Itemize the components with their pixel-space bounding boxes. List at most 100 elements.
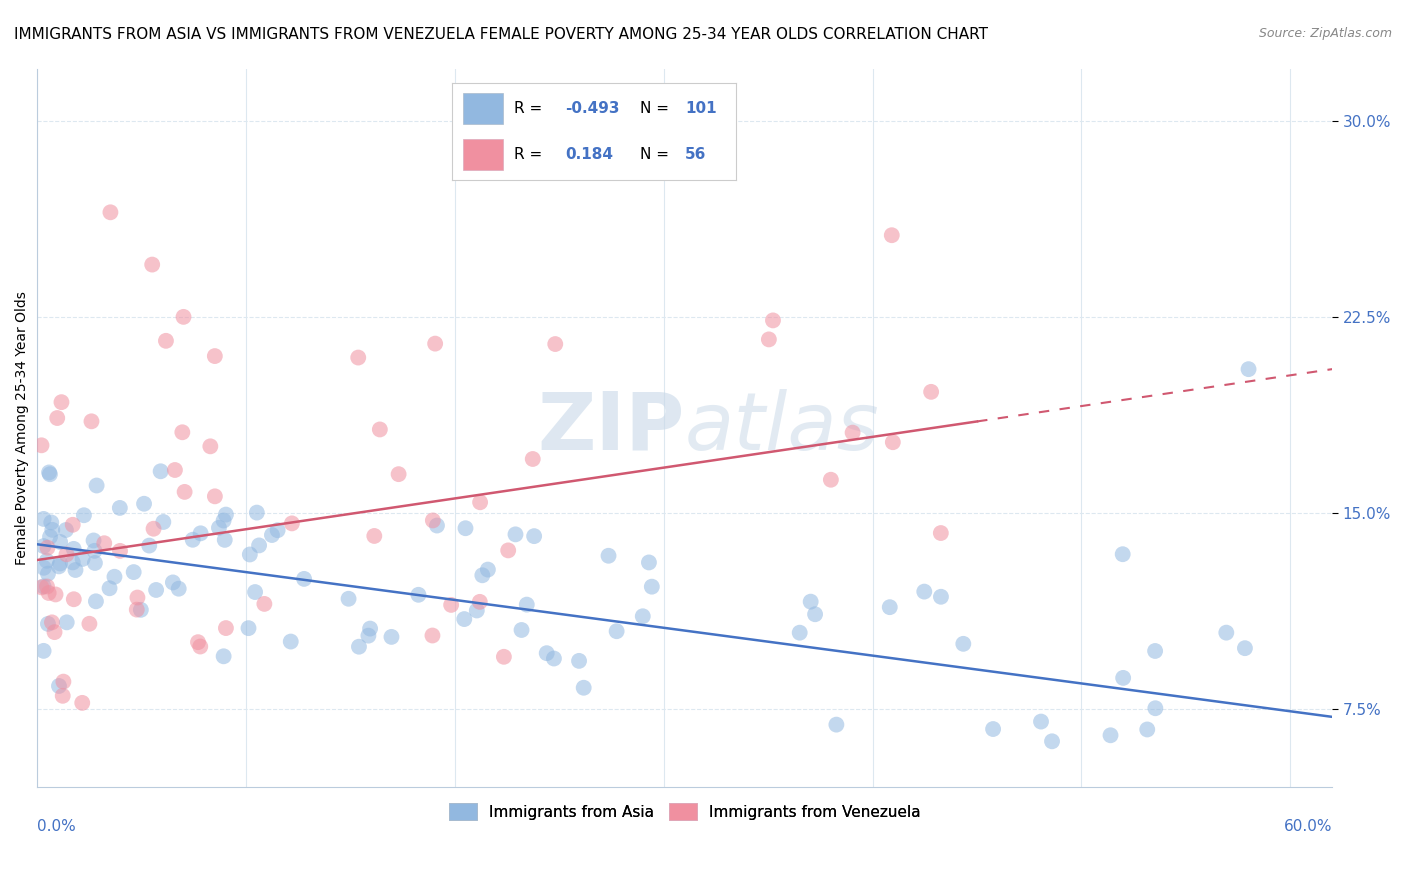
Point (62, 592, 84, 607)
Point (929, 526, 952, 541)
Point (32, 539, 55, 553)
Point (468, 495, 491, 509)
Point (55, 523, 77, 537)
Point (758, 332, 780, 346)
Point (79, 616, 101, 631)
Point (38, 467, 60, 482)
Point (37, 566, 59, 581)
Text: 60.0%: 60.0% (1284, 819, 1331, 834)
Point (981, 722, 1004, 736)
Point (48, 679, 70, 693)
Point (471, 568, 494, 582)
Point (505, 527, 527, 541)
Point (368, 422, 391, 436)
Point (35, 554, 58, 568)
Point (477, 563, 499, 577)
Point (1237, 362, 1260, 376)
Point (1040, 734, 1063, 748)
Point (45, 587, 67, 601)
Point (337, 591, 360, 606)
Point (243, 585, 266, 599)
Point (423, 336, 446, 351)
Point (32, 579, 55, 593)
Point (38, 586, 60, 600)
Point (145, 582, 167, 597)
Point (363, 529, 385, 543)
Point (638, 556, 661, 570)
Point (162, 575, 184, 590)
Point (912, 584, 935, 599)
Point (65, 563, 87, 577)
Point (1099, 728, 1122, 742)
Point (522, 452, 544, 467)
Point (167, 582, 190, 596)
Point (62, 555, 84, 569)
Point (108, 500, 131, 515)
Point (108, 544, 131, 558)
Point (789, 625, 811, 640)
Point (238, 621, 260, 635)
Point (879, 600, 901, 615)
Point (260, 528, 283, 542)
Text: 0.0%: 0.0% (38, 819, 76, 834)
Point (138, 539, 160, 553)
Point (1112, 547, 1135, 561)
Point (641, 580, 664, 594)
Point (125, 602, 148, 616)
Point (804, 607, 827, 622)
Point (49, 557, 72, 571)
Point (453, 612, 475, 626)
Point (359, 622, 381, 636)
Point (762, 313, 785, 327)
Point (37, 541, 59, 555)
Point (246, 506, 269, 520)
Point (41, 615, 63, 630)
Point (1144, 644, 1167, 658)
Point (422, 513, 444, 527)
Point (929, 590, 952, 604)
Point (204, 349, 226, 363)
Point (516, 598, 538, 612)
Legend: Immigrants from Asia, Immigrants from Venezuela: Immigrants from Asia, Immigrants from Ve… (443, 797, 927, 827)
Point (200, 439, 222, 453)
Point (568, 654, 591, 668)
Point (208, 521, 231, 535)
Point (83, 533, 105, 548)
Point (292, 572, 315, 586)
Point (149, 464, 172, 478)
Point (212, 649, 235, 664)
Point (820, 473, 842, 487)
Point (952, 637, 974, 651)
Point (173, 484, 195, 499)
Point (440, 598, 463, 612)
Point (49, 535, 72, 549)
Point (142, 522, 165, 536)
Point (388, 467, 411, 482)
Text: ZIP: ZIP (537, 389, 685, 467)
Point (98, 581, 121, 595)
Point (280, 634, 302, 648)
Point (32, 561, 55, 575)
Point (1215, 625, 1237, 640)
Point (825, 717, 848, 731)
Point (70, 696, 93, 710)
Point (215, 621, 238, 635)
Point (31, 580, 53, 594)
Point (247, 538, 270, 552)
Point (882, 435, 904, 450)
Point (187, 635, 209, 649)
Point (1233, 641, 1256, 656)
Point (408, 588, 430, 602)
Text: Source: ZipAtlas.com: Source: ZipAtlas.com (1258, 27, 1392, 40)
Point (152, 515, 174, 529)
Point (48, 559, 70, 574)
Point (380, 630, 402, 644)
Point (1029, 714, 1052, 729)
Point (163, 463, 186, 477)
Point (1144, 701, 1167, 715)
Point (253, 597, 276, 611)
Point (510, 623, 533, 637)
Point (44, 625, 66, 640)
Point (465, 603, 488, 617)
Point (32, 644, 55, 658)
